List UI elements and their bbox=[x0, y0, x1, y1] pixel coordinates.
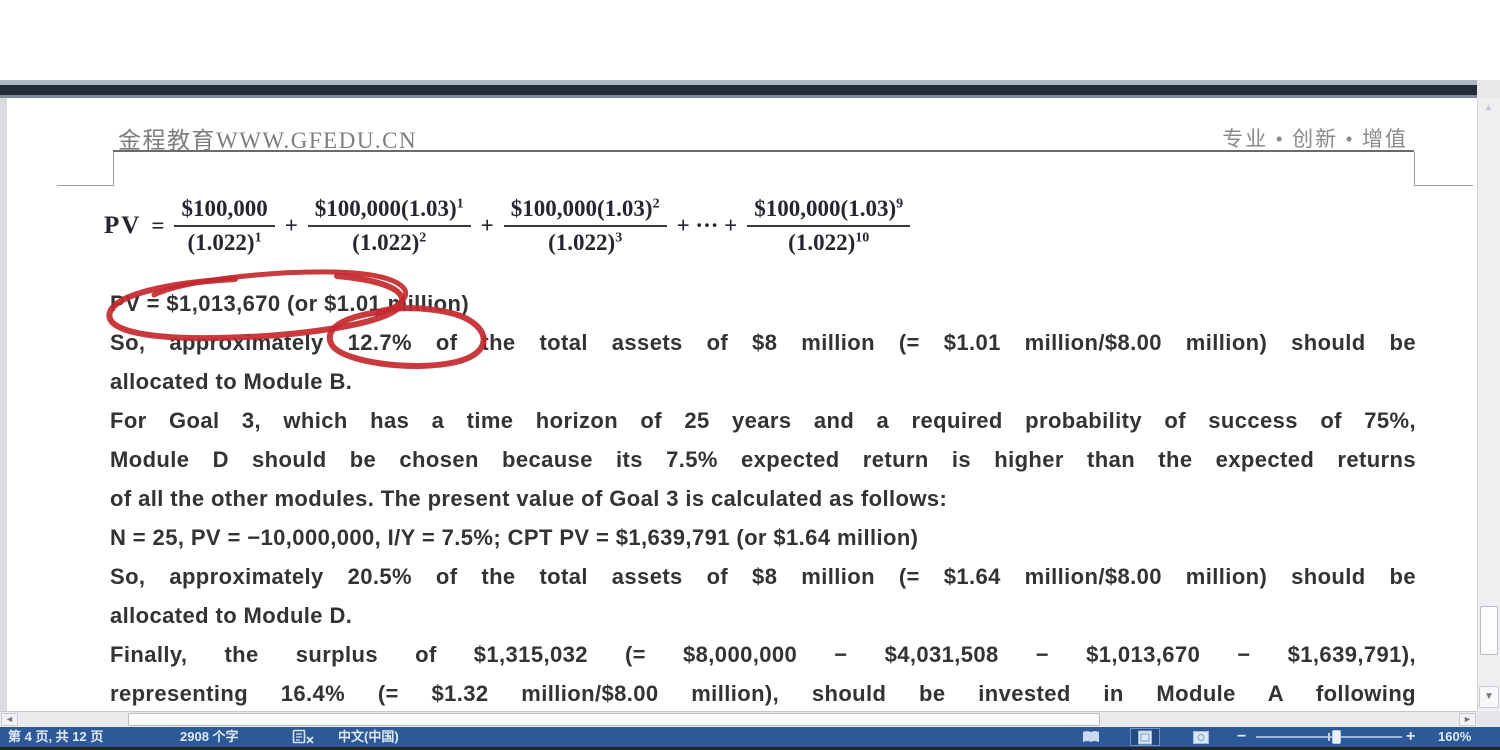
body-line: N = 25, PV = −10,000,000, I/Y = 7.5%; CP… bbox=[110, 525, 919, 550]
body-line: PV = $1,013,670 (or $1.01 million) bbox=[110, 291, 470, 316]
page-indicator[interactable]: 第 4 页, 共 12 页 bbox=[8, 729, 104, 744]
formula-fraction-4: $100,000(1.03)9 (1.022)10 bbox=[747, 196, 911, 256]
document-page bbox=[7, 98, 1477, 711]
fraction-denominator: (1.022)3 bbox=[503, 224, 667, 256]
fraction-numerator: $100,000(1.03)1 bbox=[314, 196, 464, 221]
top-divider-bar bbox=[0, 80, 1477, 85]
document-body-text: PV = $1,013,670 (or $1.01 million) So, a… bbox=[110, 284, 1416, 713]
margin-crop-mark bbox=[1414, 152, 1415, 186]
body-line: allocated to Module B. bbox=[110, 369, 353, 394]
scroll-right-icon[interactable]: ► bbox=[1459, 713, 1476, 726]
margin-crop-mark bbox=[1414, 185, 1473, 186]
margin-crop-mark bbox=[57, 185, 113, 186]
web-layout-icon bbox=[1193, 730, 1209, 744]
fraction-numerator: $100,000 bbox=[181, 196, 268, 221]
formula-plus: + bbox=[284, 212, 298, 238]
print-layout-icon bbox=[1138, 730, 1152, 744]
top-divider-bar-shadow bbox=[0, 95, 1477, 98]
header-brand-text: 金程教育WWW.GFEDU.CN bbox=[118, 128, 418, 153]
body-line: of all the other modules. The present va… bbox=[110, 486, 948, 511]
formula-lhs: PV bbox=[104, 211, 142, 239]
margin-crop-mark bbox=[113, 152, 114, 186]
fraction-numerator: $100,000(1.03)2 bbox=[510, 196, 660, 221]
vertical-scrollbar-thumb[interactable] bbox=[1480, 606, 1498, 655]
scrollbar-corner bbox=[1477, 711, 1500, 727]
status-bar: 第 4 页, 共 12 页 2908 个字 中文(中国) bbox=[0, 727, 1500, 747]
body-line: So, approximately 20.5% of the total ass… bbox=[110, 564, 1416, 589]
header-rule-line bbox=[113, 150, 1414, 152]
web-layout-button[interactable] bbox=[1186, 728, 1216, 746]
formula-fraction-3: $100,000(1.03)2 (1.022)3 bbox=[503, 196, 667, 256]
body-line: representing 16.4% (= $1.32 million/$8.0… bbox=[110, 681, 1416, 706]
body-line: Finally, the surplus of $1,315,032 (= $8… bbox=[110, 642, 1416, 667]
top-right-corner-filler bbox=[1477, 80, 1500, 98]
formula-ellipsis: + ··· + bbox=[676, 212, 738, 238]
read-mode-button[interactable] bbox=[1076, 728, 1106, 746]
formula-fraction-2: $100,000(1.03)1 (1.022)2 bbox=[307, 196, 471, 256]
scroll-left-icon[interactable]: ◄ bbox=[1, 713, 18, 726]
vertical-scrollbar-track[interactable] bbox=[1477, 98, 1500, 711]
header-slogan-text: 专业 • 创新 • 增值 bbox=[1222, 127, 1408, 151]
body-line: allocated to Module D. bbox=[110, 603, 353, 628]
formula-plus: + bbox=[480, 212, 494, 238]
proofing-book-x-icon bbox=[292, 729, 314, 744]
fraction-denominator: (1.022)2 bbox=[307, 224, 471, 256]
zoom-slider-thumb[interactable] bbox=[1332, 730, 1341, 744]
pv-formula: PV = $100,000 (1.022)1 + $100,000(1.03)1… bbox=[104, 196, 911, 256]
read-mode-icon bbox=[1083, 731, 1099, 742]
fraction-denominator: (1.022)1 bbox=[174, 224, 275, 256]
window-left-edge bbox=[0, 98, 7, 711]
body-line: For Goal 3, which has a time horizon of … bbox=[110, 408, 1416, 433]
body-line: Module D should be chosen because its 7.… bbox=[110, 447, 1416, 472]
proofing-status-icon[interactable] bbox=[292, 729, 316, 749]
zoom-level-indicator[interactable]: 160% bbox=[1438, 729, 1472, 744]
zoom-in-button[interactable]: + bbox=[1406, 728, 1416, 745]
print-layout-button[interactable] bbox=[1130, 728, 1160, 746]
language-indicator[interactable]: 中文(中国) bbox=[338, 729, 399, 744]
scroll-down-icon[interactable]: ▼ bbox=[1479, 686, 1499, 708]
bottom-edge bbox=[0, 747, 1500, 750]
horizontal-scrollbar-thumb[interactable] bbox=[128, 713, 1100, 726]
formula-fraction-1: $100,000 (1.022)1 bbox=[174, 196, 275, 256]
fraction-numerator: $100,000(1.03)9 bbox=[754, 196, 904, 221]
word-count-indicator[interactable]: 2908 个字 bbox=[180, 729, 239, 744]
fraction-denominator: (1.022)10 bbox=[747, 224, 911, 256]
zoom-slider-center-tick bbox=[1328, 733, 1330, 741]
formula-equals: = bbox=[151, 212, 165, 238]
scroll-up-icon[interactable]: ▲ bbox=[1484, 102, 1493, 112]
zoom-out-button[interactable]: − bbox=[1237, 728, 1247, 745]
body-line: So, approximately 12.7% of the total ass… bbox=[110, 330, 1416, 355]
top-divider-bar-dark bbox=[0, 85, 1477, 95]
